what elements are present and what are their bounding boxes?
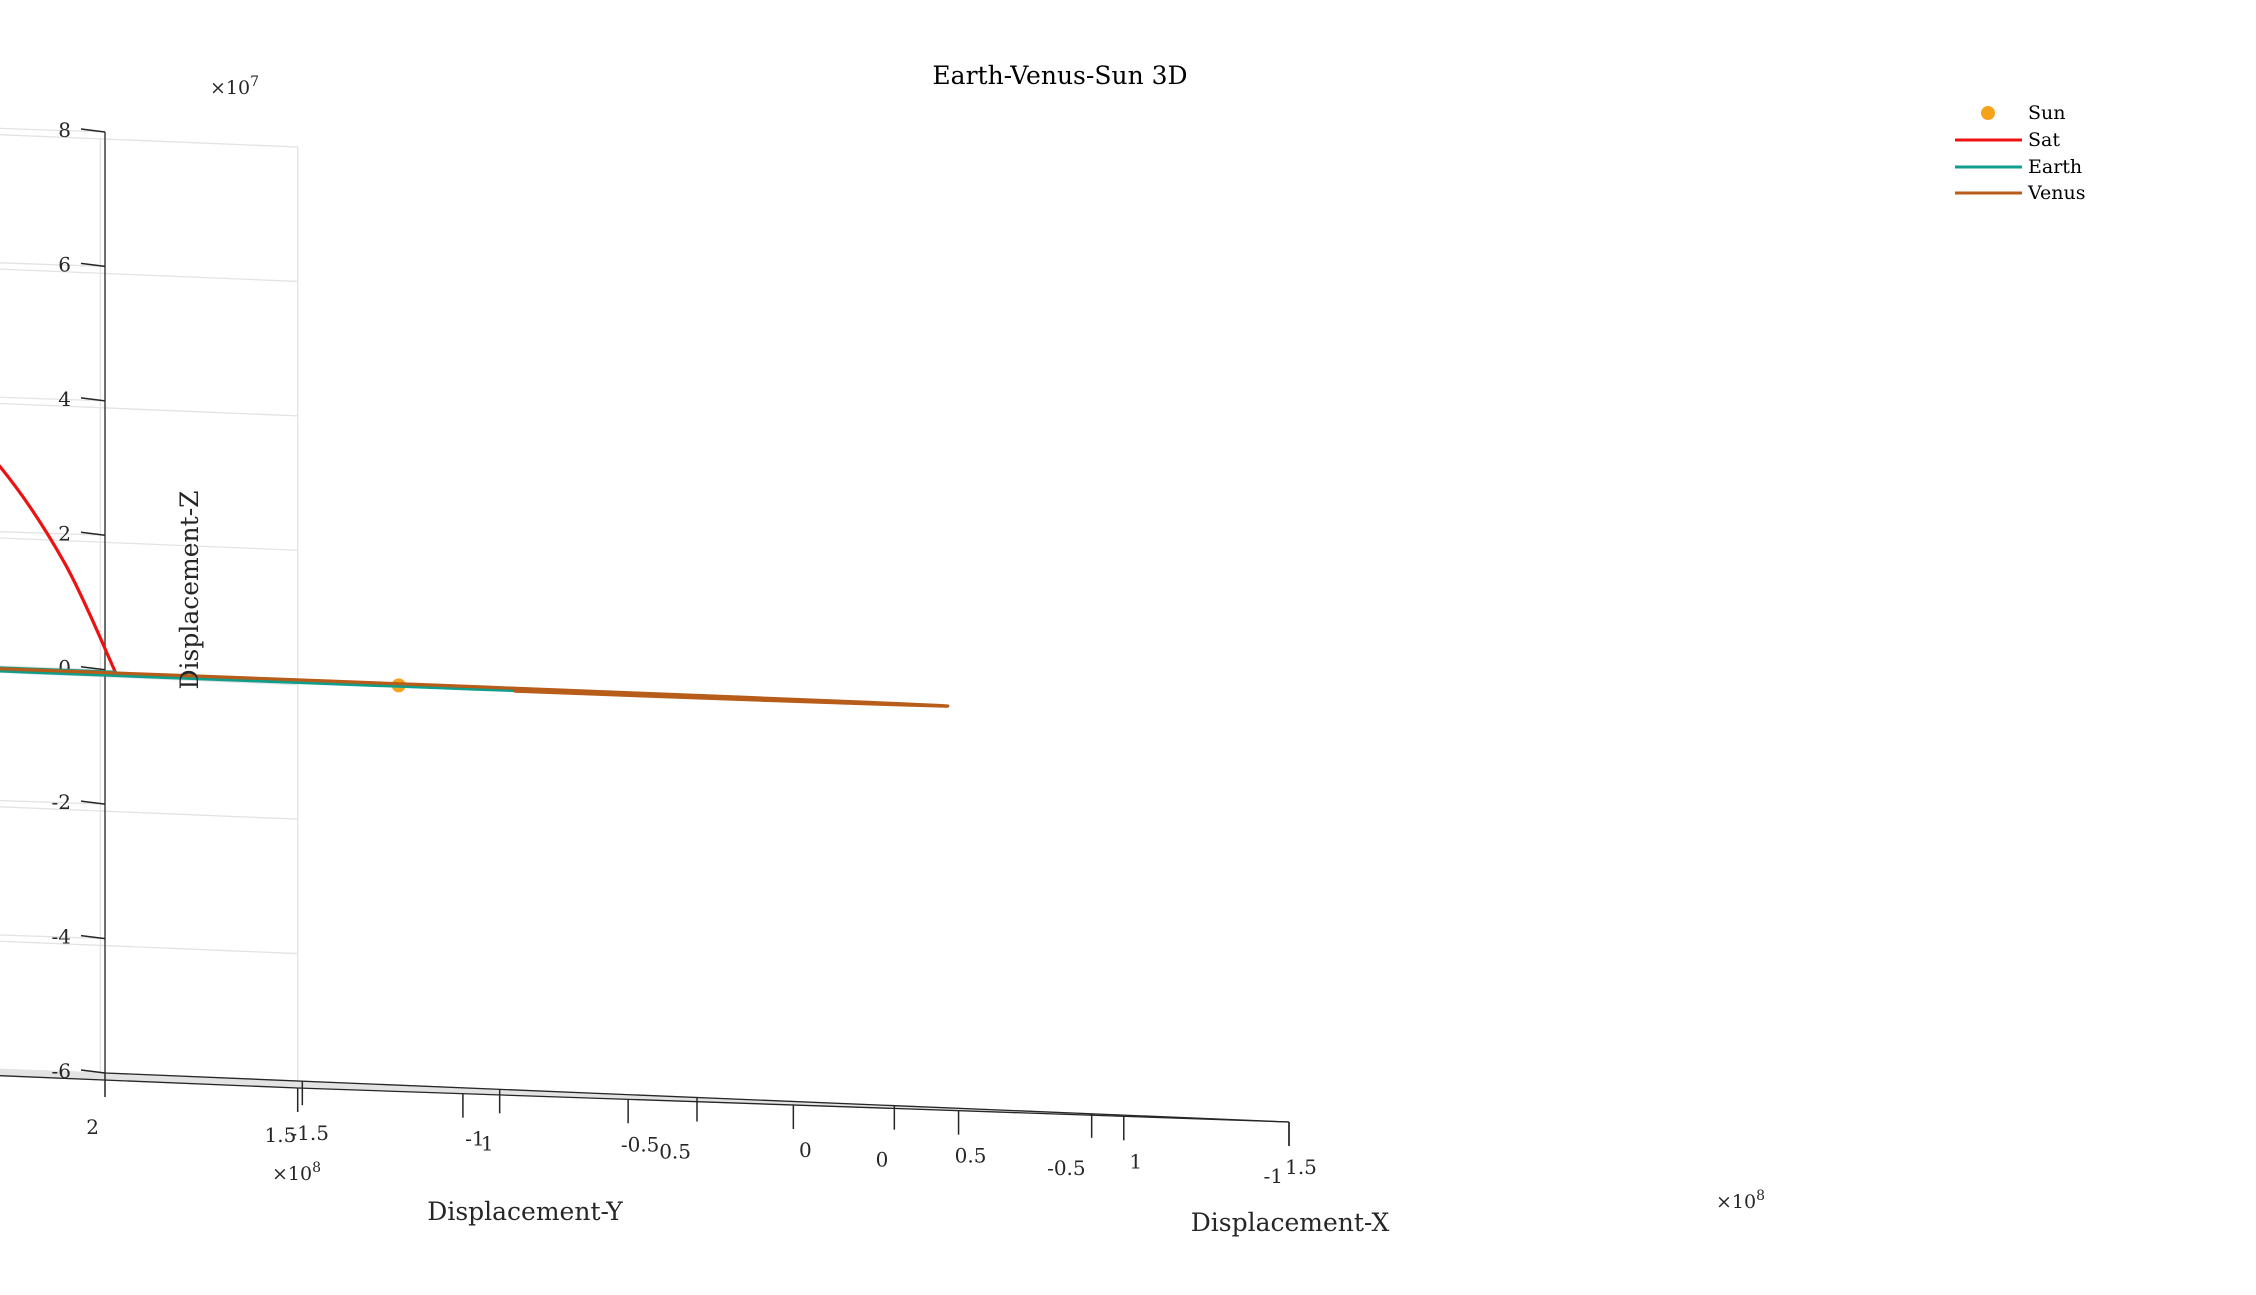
x-axis-exponent: ×108 <box>1716 1188 1765 1213</box>
y-tick-label-3: 0.5 <box>659 1140 691 1164</box>
z-grid-back-6 <box>0 262 106 268</box>
x-exponent-base: ×10 <box>1716 1191 1756 1213</box>
legend-label-sat: Sat <box>2028 129 2060 151</box>
x-exponent-power: 8 <box>1756 1188 1765 1204</box>
legend-label-sun: Sun <box>2028 102 2066 124</box>
y-exponent-power: 8 <box>312 1160 321 1176</box>
z-grid-back-5 <box>0 396 106 402</box>
z-axis-exponent: ×107 <box>210 74 259 99</box>
sat-trajectory-line <box>0 464 118 674</box>
z-grid-side-4 <box>0 537 298 551</box>
y-tick-label-2: 0 <box>876 1148 889 1172</box>
y-tick-label-4: 1 <box>481 1131 494 1155</box>
z-tick-2 <box>80 800 106 805</box>
earth-trajectory-line <box>0 666 590 695</box>
z-tick-1 <box>80 934 106 940</box>
venus-trajectory-line <box>0 667 950 708</box>
series-layer <box>0 464 950 708</box>
z-axis-label: Displacement-Z <box>175 490 204 689</box>
y-tick-label-1: -0.5 <box>1047 1156 1086 1180</box>
y-tick-label-0: -1 <box>1264 1164 1283 1188</box>
z-tick-3 <box>80 665 106 671</box>
z-tick-label-0: -6 <box>52 1059 71 1083</box>
chart-title: Earth-Venus-Sun 3D <box>932 61 1187 90</box>
y-axis-exponent: ×108 <box>272 1160 321 1185</box>
y-exponent-base: ×10 <box>272 1163 312 1185</box>
y-tick-label-5: 1.5 <box>265 1123 297 1147</box>
y-tick-label-6: 2 <box>86 1115 99 1139</box>
tick-layer: -1.5 -1 -0.5 0 0.5 1 1.5-1-0.500.511.52-6-4-20… <box>52 118 1317 1188</box>
floor-edge-line <box>0 1075 298 1089</box>
y-grid-floor-5 <box>0 1070 303 1082</box>
z-tick-label-2: -2 <box>52 790 71 814</box>
z-exponent-base: ×10 <box>210 77 250 99</box>
z-grid-back-4 <box>0 531 106 536</box>
legend-label-venus: Venus <box>2027 182 2085 204</box>
z-tick-label-5: 4 <box>58 387 71 411</box>
z-tick-6 <box>80 262 106 268</box>
z-tick-4 <box>80 531 106 537</box>
y-axis-label: Displacement-Y <box>427 1197 623 1226</box>
x-axis-label: Displacement-X <box>1191 1208 1390 1237</box>
z-tick-label-3: 0 <box>58 656 71 680</box>
y-grid-floor-4 <box>0 1071 500 1090</box>
legend: Sun Sat Earth Venus <box>1955 102 2085 204</box>
z-grid-side-6 <box>0 268 298 283</box>
z-tick-5 <box>80 397 106 402</box>
legend-label-earth: Earth <box>2028 156 2082 178</box>
z-grid-back-7 <box>0 127 106 133</box>
z-tick-label-1: -4 <box>52 925 71 949</box>
y-grid-floor-1 <box>100 1079 1092 1115</box>
y-grid-floor-2 <box>0 1074 895 1107</box>
x-tick-label-2: -0.5 <box>621 1132 660 1156</box>
z-tick-label-4: 2 <box>58 521 71 545</box>
z-tick-label-6: 6 <box>58 252 71 276</box>
x-tick-label-6: 1.5 <box>1285 1155 1317 1179</box>
x-tick-label-0: -1.5 <box>290 1121 329 1145</box>
z-grid-side-7 <box>0 134 298 148</box>
x-tick-label-5: 1 <box>1129 1149 1142 1173</box>
z-grid-back-3 <box>0 665 106 671</box>
z-tick-0 <box>80 1069 106 1074</box>
z-exponent-power: 7 <box>250 74 259 90</box>
z-tick-7 <box>80 128 106 133</box>
y-grid-floor-3 <box>0 1072 698 1099</box>
legend-sun-marker <box>1981 106 1995 120</box>
z-grid-side-5 <box>0 402 298 417</box>
z-grid-side-2 <box>0 806 298 820</box>
x-tick-label-4: 0.5 <box>955 1144 987 1168</box>
x-tick-label-3: 0 <box>799 1138 812 1162</box>
z-tick-label-7: 8 <box>58 118 71 142</box>
x-tick-label-1: -1 <box>465 1127 484 1151</box>
z-grid-side-1 <box>0 940 298 955</box>
